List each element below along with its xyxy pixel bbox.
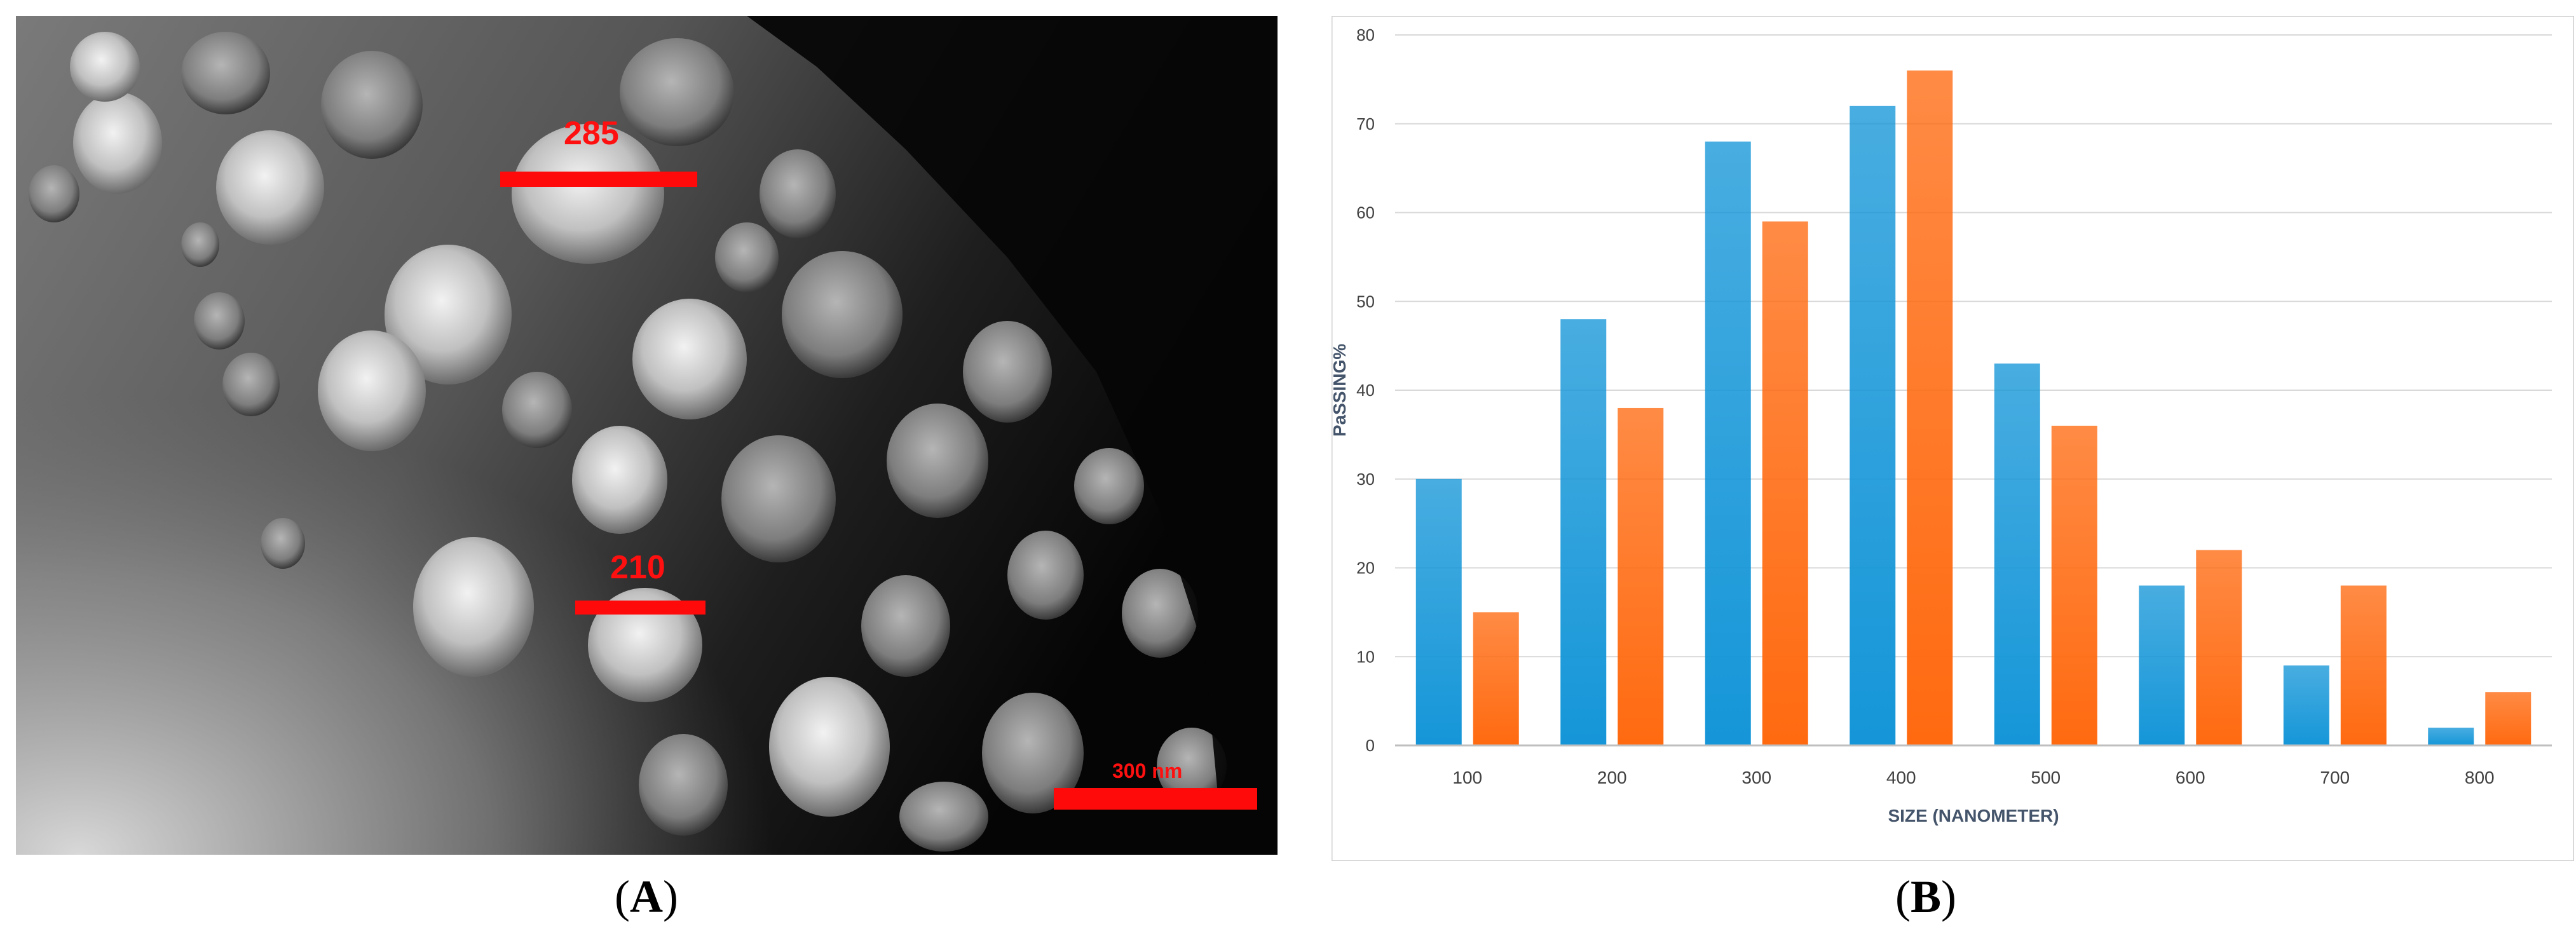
- x-tick-label: 300: [1741, 768, 1771, 787]
- bar-series1-400: [1850, 105, 1896, 746]
- y-tick-label: 0: [1366, 736, 1375, 755]
- bar-series2-500: [2051, 425, 2097, 745]
- scale-bar: [1054, 788, 1257, 810]
- x-tick-label: 600: [2176, 768, 2205, 787]
- bar-series1-100: [1415, 479, 1462, 745]
- bar-series1-700: [2283, 665, 2329, 745]
- bar-series1-300: [1705, 141, 1751, 745]
- bar-series2-200: [1618, 407, 1664, 745]
- bar-series2-300: [1762, 221, 1808, 746]
- y-tick-label: 50: [1356, 292, 1375, 311]
- y-tick-label: 10: [1356, 647, 1375, 666]
- x-tick-labels: 100 200 300 400 500 600 700 800: [1452, 768, 2494, 787]
- size-distribution-chart-panel: 0 10 20 30 40 50 60 70 80 100 200 300 400 500 600 700 8…: [1330, 15, 2575, 862]
- panel-a-letter: A: [630, 871, 663, 922]
- y-tick-labels: 0 10 20 30 40 50 60 70 80: [1356, 25, 1375, 755]
- y-tick-label: 70: [1356, 114, 1375, 133]
- x-tick-label: 200: [1597, 768, 1627, 787]
- bar-series2-800: [2485, 692, 2532, 745]
- y-tick-label: 30: [1356, 470, 1375, 489]
- bar-series1-600: [2139, 585, 2185, 745]
- y-tick-label: 40: [1356, 381, 1375, 400]
- x-axis-title: SIZE (NANOMETER): [1888, 806, 2059, 826]
- size-distribution-chart: 0 10 20 30 40 50 60 70 80 100 200 300 400 500 600 700 8…: [1330, 15, 2575, 862]
- tem-micrograph-panel: 285 210 300 nm: [16, 16, 1278, 855]
- panel-a-caption: (A): [615, 871, 678, 922]
- bar-series1-500: [1994, 364, 2040, 745]
- x-tick-label: 800: [2465, 768, 2495, 787]
- bar-series2-400: [1907, 70, 1953, 745]
- y-tick-label: 20: [1356, 559, 1375, 578]
- measurement-bar-210: [575, 601, 705, 615]
- x-tick-label: 500: [2031, 768, 2061, 787]
- panel-b-letter: B: [1910, 871, 1942, 922]
- x-tick-label: 700: [2320, 768, 2350, 787]
- bar-series2-100: [1473, 612, 1519, 745]
- x-tick-label: 100: [1452, 768, 1482, 787]
- particle-cluster: [29, 32, 1227, 852]
- measurement-label-210: 210: [610, 549, 665, 586]
- y-tick-label: 60: [1356, 203, 1375, 222]
- bar-series1-200: [1560, 319, 1607, 745]
- bar-series2-700: [2340, 585, 2387, 745]
- bars: [1415, 70, 2532, 746]
- scale-bar-label: 300 nm: [1112, 759, 1183, 782]
- tem-micrograph-image: [16, 16, 1278, 855]
- bar-series2-600: [2196, 550, 2242, 745]
- measurement-bar-285: [500, 172, 697, 187]
- x-tick-label: 400: [1886, 768, 1916, 787]
- y-tick-label: 80: [1356, 25, 1375, 44]
- bar-series1-800: [2428, 728, 2474, 745]
- panel-b-caption: (B): [1895, 871, 1956, 922]
- y-axis-title: PaSSING%: [1332, 344, 1349, 437]
- dark-support-region: [747, 16, 1278, 855]
- measurement-label-285: 285: [564, 115, 619, 152]
